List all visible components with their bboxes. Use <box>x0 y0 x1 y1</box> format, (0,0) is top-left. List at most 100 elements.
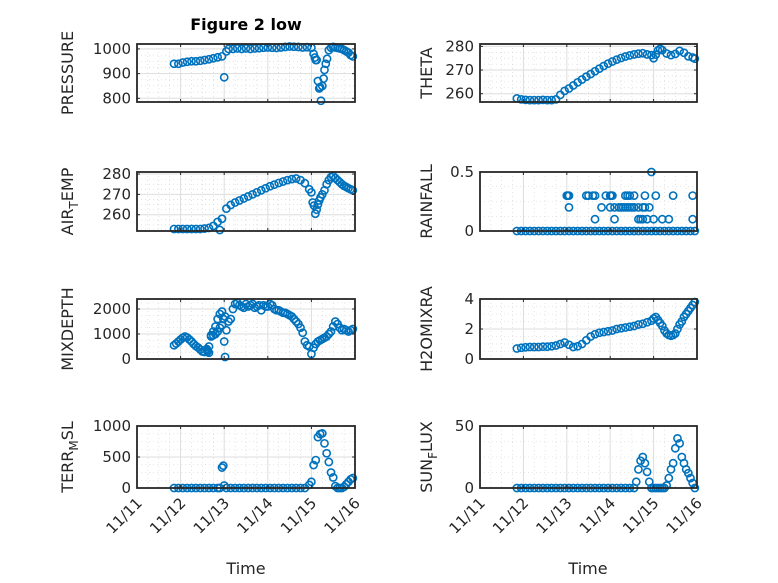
data-point <box>217 51 227 61</box>
data-point <box>670 443 680 453</box>
data-point <box>610 214 619 224</box>
data-point <box>675 46 685 56</box>
data-point <box>204 342 214 351</box>
y-tick-label: 50 <box>455 417 474 435</box>
data-point <box>666 50 676 60</box>
data-point <box>321 59 331 69</box>
data-point <box>675 438 685 448</box>
y-axis-label-part: LUX <box>417 421 436 452</box>
data-point <box>586 332 596 341</box>
y-tick-label: 280 <box>445 37 474 55</box>
data-point <box>291 174 301 183</box>
data-point <box>590 329 600 339</box>
y-axis-label: H2OMIXRA <box>417 286 436 372</box>
data-point <box>326 468 336 477</box>
data-point <box>245 44 255 54</box>
axes-box <box>479 425 698 489</box>
axes-air_temp: 260 270 280 AIRTEMP <box>58 165 358 235</box>
data-point <box>213 314 223 324</box>
data-point <box>211 329 220 339</box>
data-point <box>651 50 661 60</box>
data-point <box>248 189 257 199</box>
axes-box <box>136 43 356 103</box>
y-tick-label: 260 <box>102 206 131 224</box>
data-point <box>634 49 643 59</box>
y-axis-label: AIRTEMP <box>58 167 81 235</box>
data-point <box>677 317 687 326</box>
data-point <box>182 224 192 234</box>
data-point <box>287 174 297 184</box>
data-point <box>237 44 247 54</box>
data-point <box>322 332 332 341</box>
y-tick-label: 0.5 <box>450 163 474 181</box>
data-point <box>215 225 225 235</box>
y-axis-label-part: T <box>67 201 81 210</box>
data-point <box>529 95 539 105</box>
data-point <box>269 180 279 190</box>
data-point <box>649 214 658 224</box>
data-point <box>289 314 299 324</box>
data-point <box>620 52 630 61</box>
data-point <box>243 192 253 201</box>
y-tick-label: 0 <box>121 479 131 497</box>
data-point <box>642 50 652 59</box>
data-point <box>516 94 526 104</box>
data-point <box>534 342 543 352</box>
data-point <box>568 342 578 352</box>
y-axis-label-part: TERR <box>58 451 77 494</box>
data-point <box>312 55 322 65</box>
data-point <box>612 324 622 334</box>
y-axis-label: RAINFALL <box>417 164 436 239</box>
data-point <box>620 323 630 332</box>
axes-rainfall: 0 0.5 RAINFALL <box>417 163 700 240</box>
data-point <box>182 57 192 67</box>
data-point <box>670 329 680 338</box>
data-point <box>348 51 358 61</box>
y-tick-label: 2 <box>464 320 474 338</box>
data-point <box>512 344 522 353</box>
data-point <box>169 59 179 69</box>
data-point <box>287 312 297 321</box>
data-point <box>320 65 329 75</box>
y-axis-label-part: EMP <box>58 167 77 201</box>
data-point <box>529 342 539 352</box>
y-axis-label: PRESSURE <box>58 31 77 115</box>
data-point <box>607 191 617 200</box>
data-point <box>178 224 188 234</box>
axes-theta: 260 270 280 THETA <box>417 37 700 105</box>
y-axis-label-part: F <box>426 452 440 459</box>
data-point <box>187 337 196 346</box>
data-point <box>616 53 626 63</box>
data-point <box>203 347 213 356</box>
data-point <box>311 455 321 465</box>
data-point <box>252 187 262 197</box>
data-point <box>239 194 249 203</box>
data-point <box>330 317 340 326</box>
data-point <box>690 54 700 64</box>
data-point <box>235 196 244 205</box>
scatter-series-air_temp <box>169 171 358 235</box>
data-point <box>525 342 535 352</box>
data-point <box>644 202 654 212</box>
y-axis-label-part: SUN <box>417 459 436 493</box>
data-point <box>220 352 230 362</box>
data-point <box>560 86 570 96</box>
data-point <box>547 341 557 351</box>
data-point <box>283 175 292 185</box>
data-point <box>191 224 201 234</box>
axes-box <box>136 298 356 360</box>
data-point <box>634 464 643 474</box>
data-point <box>317 429 327 438</box>
data-point <box>642 317 652 327</box>
data-point <box>551 341 561 350</box>
data-point <box>542 95 552 105</box>
scatter-series-h2omixra <box>512 297 700 353</box>
y-axis-label: MIXDEPTH <box>58 287 77 370</box>
data-point <box>560 338 570 347</box>
data-point <box>339 482 349 492</box>
data-point <box>599 327 609 337</box>
data-point <box>625 50 635 60</box>
data-point <box>555 339 565 349</box>
data-point <box>634 320 643 329</box>
data-point <box>629 50 639 59</box>
